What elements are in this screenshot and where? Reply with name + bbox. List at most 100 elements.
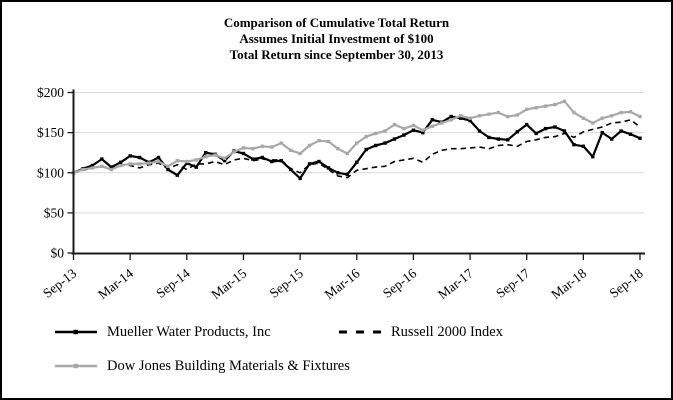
- x-tick-label: Mar-18: [548, 265, 589, 302]
- x-tick-label: Mar-14: [95, 265, 136, 302]
- y-tick-label: $50: [44, 205, 65, 220]
- series-marker: [496, 137, 501, 141]
- series-marker: [251, 157, 255, 161]
- x-tick-label: Mar-17: [435, 265, 476, 302]
- series-marker: [317, 138, 321, 143]
- series-marker: [203, 155, 208, 159]
- series-marker: [279, 141, 283, 145]
- series-marker: [109, 165, 113, 169]
- series-marker: [156, 159, 161, 164]
- series-marker: [383, 129, 387, 133]
- series-marker: [270, 159, 274, 164]
- series-marker: [402, 133, 406, 137]
- legend-marker-sample: [73, 363, 78, 369]
- series-marker: [553, 125, 557, 129]
- series-marker: [383, 141, 387, 145]
- series-marker: [543, 104, 548, 108]
- series-marker: [307, 143, 312, 148]
- series-marker: [487, 112, 491, 116]
- series-marker: [440, 121, 444, 125]
- series-marker: [449, 118, 453, 122]
- series-marker: [100, 157, 104, 161]
- series-line-1: [73, 119, 641, 179]
- series-marker: [562, 99, 567, 104]
- series-marker: [175, 173, 180, 177]
- series-marker: [213, 153, 217, 157]
- x-tick-label: Sep-15: [267, 265, 307, 301]
- chart-title-line-2: Assumes Initial Investment of $100: [239, 31, 434, 46]
- x-tick-label: Sep-16: [380, 265, 420, 301]
- series-marker: [402, 126, 406, 131]
- series-marker: [270, 145, 274, 149]
- series-marker: [194, 158, 198, 162]
- y-tick-label: $200: [37, 85, 64, 100]
- series-marker: [487, 135, 491, 140]
- series-marker: [147, 161, 151, 165]
- legend-item-dowjones: Dow Jones Building Materials & Fixtures: [55, 356, 350, 376]
- series-marker: [591, 121, 595, 125]
- series-marker: [232, 150, 236, 154]
- series-marker: [628, 110, 633, 114]
- series-marker: [525, 122, 529, 127]
- series-marker: [600, 116, 604, 120]
- series-marker: [515, 113, 519, 117]
- legend-swatch-mueller: [55, 329, 97, 335]
- series-marker: [392, 137, 397, 141]
- series-marker: [156, 155, 161, 160]
- series-marker: [194, 165, 198, 169]
- series-marker: [326, 139, 331, 144]
- series-marker: [373, 131, 378, 136]
- series-marker: [421, 128, 425, 132]
- series-marker: [298, 176, 302, 181]
- series-marker: [609, 137, 614, 141]
- series-marker: [203, 150, 208, 155]
- series-marker: [373, 143, 378, 148]
- series-marker: [90, 163, 95, 168]
- series-marker: [638, 114, 642, 119]
- series-marker: [364, 147, 368, 152]
- legend-swatch-dowjones: [55, 363, 97, 369]
- series-marker: [119, 163, 123, 168]
- series-marker: [326, 166, 331, 170]
- series-marker: [600, 130, 604, 135]
- series-marker: [137, 162, 142, 166]
- series-marker: [411, 128, 416, 132]
- series-marker: [506, 138, 510, 142]
- legend-label-dowjones: Dow Jones Building Materials & Fixtures: [107, 357, 350, 374]
- series-marker: [222, 156, 227, 161]
- series-marker: [345, 151, 350, 156]
- series-marker: [137, 155, 142, 160]
- series-marker: [90, 166, 95, 170]
- series-marker: [581, 144, 586, 148]
- series-marker: [175, 159, 180, 163]
- series-marker: [288, 148, 293, 152]
- series-marker: [572, 110, 576, 115]
- series-marker: [458, 116, 463, 120]
- series-marker: [515, 130, 519, 134]
- series-marker: [458, 114, 463, 118]
- chart-title-line-3: Total Return since September 30, 2013: [229, 47, 444, 62]
- series-marker: [543, 126, 548, 131]
- series-marker: [364, 134, 368, 139]
- series-marker: [562, 129, 567, 133]
- series-marker: [119, 160, 123, 165]
- y-tick-label: $150: [37, 125, 64, 140]
- series-marker: [421, 130, 425, 135]
- series-marker: [345, 172, 350, 177]
- series-marker: [336, 146, 340, 151]
- y-tick-label: $0: [51, 246, 65, 261]
- series-marker: [222, 159, 227, 163]
- series-marker: [430, 118, 434, 122]
- series-marker: [317, 159, 321, 164]
- series-marker: [128, 154, 132, 158]
- x-tick-label: Mar-16: [322, 265, 363, 302]
- series-marker: [534, 131, 538, 136]
- series-marker: [468, 116, 472, 120]
- series-marker: [109, 167, 113, 172]
- series-marker: [628, 132, 633, 136]
- series-marker: [477, 114, 482, 118]
- series-marker: [411, 123, 416, 128]
- series-marker: [166, 164, 170, 169]
- series-marker: [260, 144, 265, 148]
